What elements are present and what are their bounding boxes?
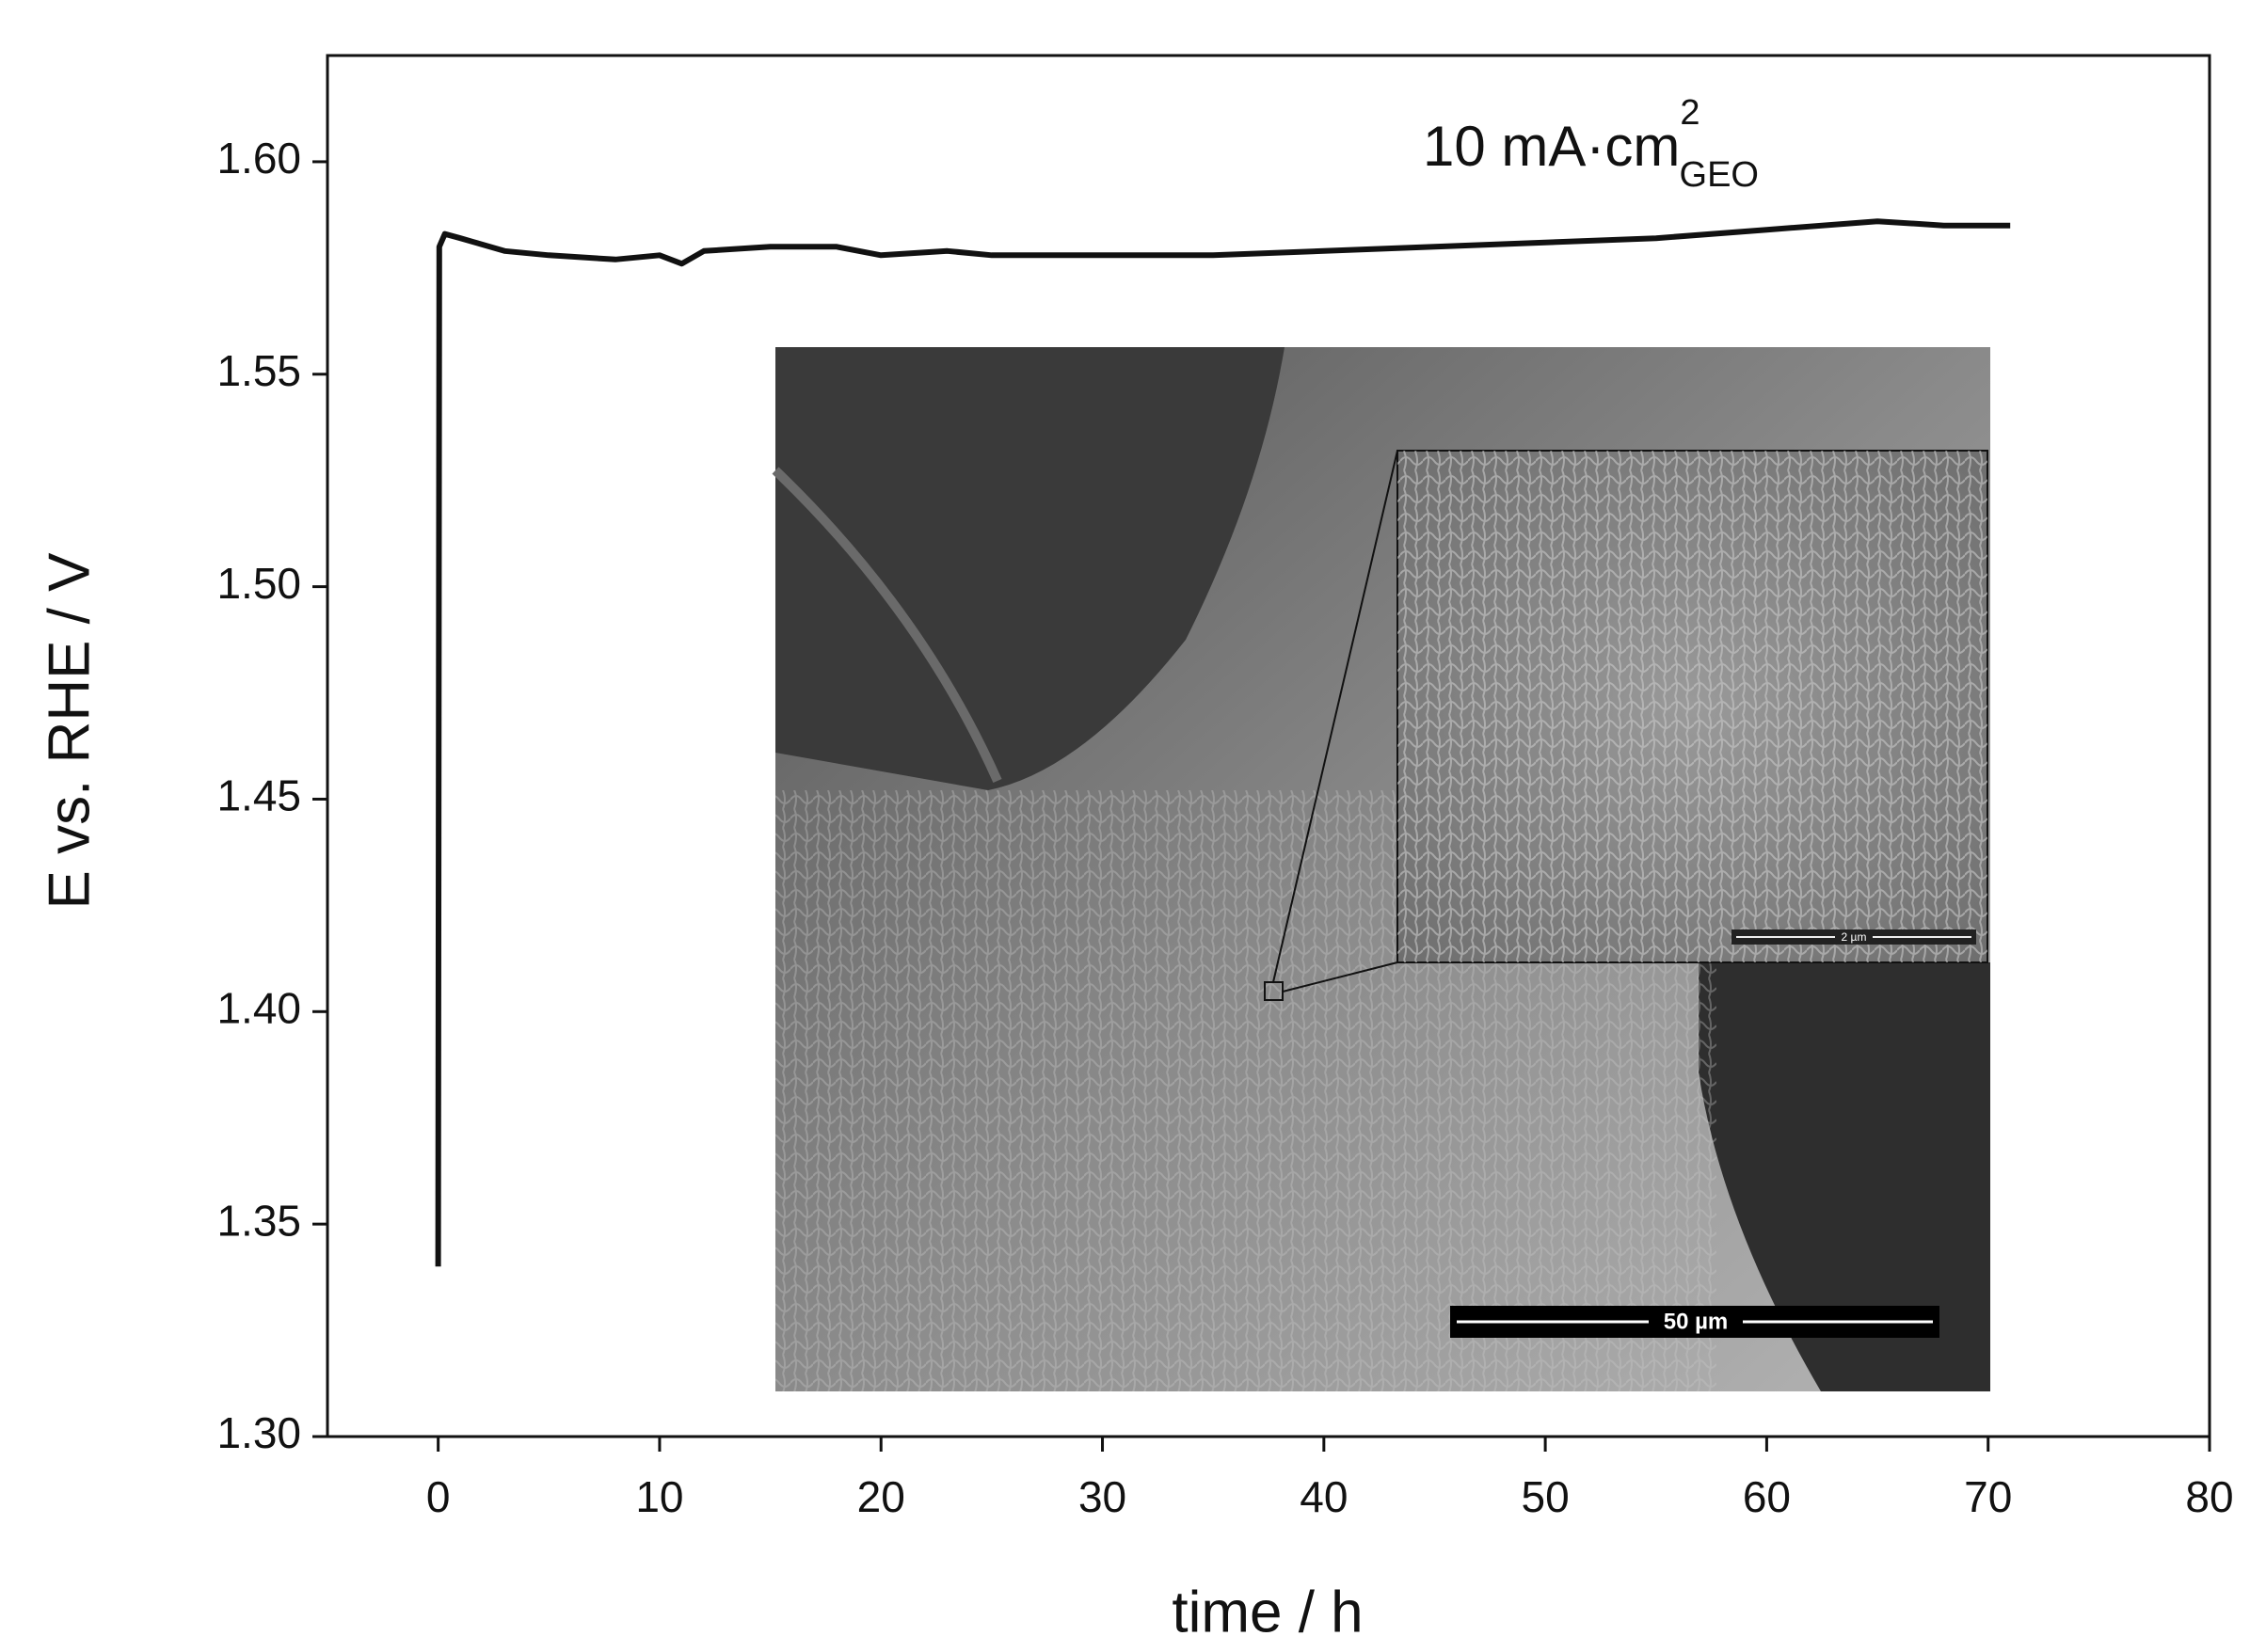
annotation-sub: GEO [1680,155,1759,195]
y-tick-label: 1.55 [216,346,301,395]
sem-inset: 50 µm 2 µm [772,347,1990,1391]
y-tick-label: 1.45 [216,771,301,820]
x-tick-label: 20 [857,1472,905,1521]
x-tick-label: 30 [1078,1472,1126,1521]
x-tick-label: 60 [1743,1472,1791,1521]
annotation-text: 10 mA·cm [1423,115,1680,178]
annotation: 10 mA·cm2 GEO [1423,93,1759,195]
y-tick-label: 1.35 [216,1196,301,1245]
plot-frame [326,54,2211,1438]
x-tick-label: 0 [426,1472,451,1521]
y-tick-label: 1.30 [216,1408,301,1457]
y-tick-label: 1.50 [216,559,301,608]
scale-bar-label: 50 µm [1664,1309,1729,1334]
x-tick-label: 80 [2185,1472,2233,1521]
y-tick-label: 1.40 [216,983,301,1032]
x-tick-label: 40 [1300,1472,1348,1521]
annotation-sup: 2 [1680,93,1700,133]
scale-bar-label: 2 µm [1842,930,1867,944]
y-tick-label: 1.60 [216,134,301,183]
y-axis-title: E vs. RHE / V [37,552,102,910]
x-tick-label: 50 [1522,1472,1570,1521]
data-line [435,218,2011,1267]
x-tick-label: 10 [635,1472,683,1521]
x-axis-title: time / h [1172,1580,1363,1644]
x-tick-label: 70 [1964,1472,2012,1521]
